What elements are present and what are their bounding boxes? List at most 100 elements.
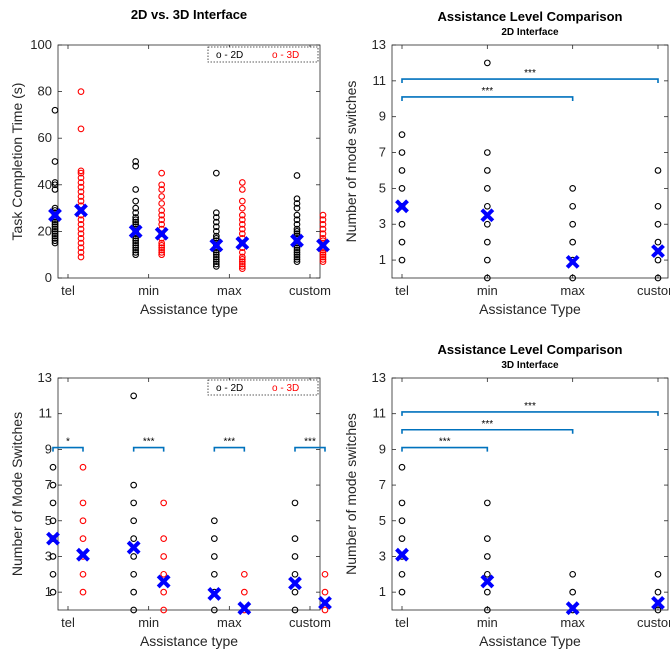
chart1-mean-marker	[154, 226, 169, 241]
chart1-data-point	[132, 221, 140, 228]
chart4-xtick-label: max	[560, 615, 585, 630]
chart1-data-point	[212, 218, 220, 226]
chart1-data-point	[51, 223, 59, 231]
chart1-xtick-label: custom	[289, 283, 331, 298]
chart3-ytick-label: 13	[38, 370, 52, 385]
chart3-data-point	[49, 553, 57, 560]
chart3-ytick-label: 1	[45, 584, 52, 599]
chart3-data-point	[49, 570, 57, 578]
chart1-data-point	[293, 225, 301, 233]
chart1-data-point	[158, 221, 166, 228]
chart1-legend-entry-2d: o - 2D	[216, 50, 243, 61]
chart1-data-point	[293, 230, 301, 238]
chart1-data-point	[293, 253, 301, 261]
chart3-data-point	[130, 553, 138, 560]
chart1-data-point	[293, 221, 301, 228]
chart2-xtick-label: custom	[637, 283, 670, 298]
chart3-data-point	[160, 535, 168, 542]
chart1-data-point	[158, 244, 166, 252]
chart3-y-axis-label: Number of Mode Switches	[9, 412, 25, 576]
chart4-significance-bracket	[401, 446, 489, 452]
chart1-data-point	[293, 228, 301, 235]
chart2-ytick-label: 11	[373, 73, 387, 88]
chart1-data-point	[293, 216, 301, 224]
chart3-significance-bracket	[132, 446, 165, 452]
chart3-data-point	[291, 606, 299, 614]
chart4-data-point	[569, 570, 577, 578]
chart1-data-point	[158, 251, 166, 259]
chart1-data-point	[132, 216, 140, 224]
chart1-data-point	[238, 186, 246, 193]
chart1-data-point	[77, 239, 85, 247]
chart4-title: Assistance Level Comparison	[438, 342, 623, 357]
chart3-significance-label: ***	[304, 437, 316, 448]
chart2-axes-box	[391, 44, 669, 279]
chart1-data-point	[132, 197, 140, 205]
chart3-mean-marker	[237, 601, 252, 616]
chart1-data-point	[158, 216, 166, 224]
chart3-mean-marker	[318, 595, 332, 610]
chart2-ytick-label: 1	[379, 252, 386, 267]
chart1-ytick-label: 60	[38, 130, 52, 145]
chart3-legend-box	[207, 379, 319, 396]
chart4-data-point	[654, 606, 662, 614]
chart3-data-point	[210, 553, 218, 560]
chart1-data-point	[51, 221, 59, 228]
chart1-data-point	[51, 179, 59, 186]
chart3-data-point	[79, 463, 87, 471]
chart1-data-point	[238, 260, 246, 268]
chart1-data-point	[238, 179, 246, 186]
chart2-x-axis-label: Assistance Type	[479, 301, 581, 317]
chart2-mean-marker	[651, 244, 665, 259]
chart1-data-point	[212, 228, 220, 235]
chart1-data-point	[319, 251, 327, 259]
chart4-data-point	[483, 570, 491, 578]
chart3-data-point	[130, 535, 138, 542]
chart4-data-point	[398, 499, 406, 507]
chart4-xtick-label: custom	[637, 615, 670, 630]
chart3-significance-label: ***	[223, 437, 235, 448]
chart3-ytick-label: 11	[39, 406, 53, 421]
chart3-legend-entry-2d: o - 2D	[216, 383, 243, 394]
chart1-data-point	[132, 235, 140, 242]
chart2-data-point	[483, 59, 491, 67]
chart1-data-point	[212, 258, 220, 266]
chart4-ytick-label: 1	[379, 584, 386, 599]
chart1-data-point	[77, 183, 85, 191]
chart4-data-point	[398, 535, 406, 542]
chart1-data-point	[132, 246, 140, 254]
chart3-xtick-label: max	[217, 615, 242, 630]
chart4-y-axis-label: Number of mode switches	[343, 413, 359, 575]
chart1-mean-marker	[209, 238, 224, 253]
chart2-data-point	[483, 274, 491, 282]
chart2-xtick-label: max	[560, 283, 585, 298]
chart3-mean-marker	[288, 576, 302, 591]
chart4-data-point	[398, 517, 406, 525]
chart2-data-point	[398, 167, 406, 174]
chart3-data-point	[130, 606, 138, 614]
chart2-significance-bracket	[401, 96, 574, 101]
chart2-subtitle: 2D Interface	[501, 27, 559, 38]
chart3-significance-bracket	[213, 446, 246, 452]
chart1-title: 2D vs. 3D Interface	[131, 7, 247, 22]
chart3-data-point	[49, 463, 57, 471]
chart4-subtitle: 3D Interface	[501, 360, 559, 371]
chart2-data-point	[398, 185, 406, 192]
chart2-xtick-label: tel	[395, 283, 409, 298]
chart4-data-point	[483, 535, 491, 542]
chart4-data-point	[398, 588, 406, 596]
chart1-data-point	[132, 218, 140, 226]
chart1-data-point	[212, 209, 220, 217]
chart4-data-point	[483, 588, 491, 596]
chart2-data-point	[483, 256, 491, 264]
chart1-data-point	[293, 258, 301, 266]
chart2-data-point	[569, 202, 577, 210]
chart2-data-point	[398, 238, 406, 246]
chart4-ytick-label: 7	[379, 477, 386, 492]
chart3-significance-label: *	[66, 437, 70, 448]
chart4-data-point	[654, 570, 662, 578]
chart1-data-point	[51, 181, 59, 189]
chart4-ytick-label: 3	[379, 548, 386, 563]
chart1-data-point	[77, 230, 85, 238]
chart3-xtick-label: custom	[289, 615, 331, 630]
